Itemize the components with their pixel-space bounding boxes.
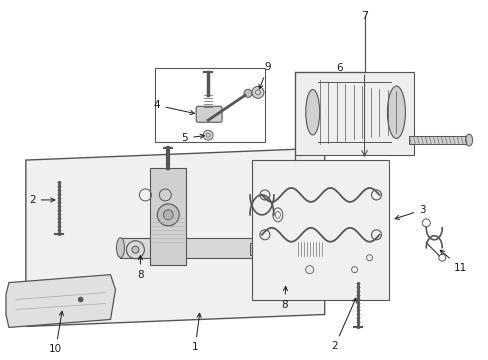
Text: 10: 10 [49, 311, 63, 354]
Bar [249, 243, 314, 255]
Ellipse shape [116, 238, 124, 258]
Ellipse shape [132, 246, 139, 253]
Polygon shape [26, 148, 324, 327]
Text: 1: 1 [191, 313, 201, 352]
Ellipse shape [163, 210, 173, 220]
Ellipse shape [281, 278, 288, 285]
Ellipse shape [78, 297, 83, 302]
Text: 8: 8 [137, 256, 143, 280]
Text: 7: 7 [360, 11, 367, 21]
Ellipse shape [465, 134, 471, 146]
Ellipse shape [251, 86, 264, 98]
Ellipse shape [305, 90, 319, 135]
Text: 3: 3 [394, 205, 425, 219]
Text: 5: 5 [181, 133, 204, 143]
Bar [297, 242, 322, 256]
Ellipse shape [244, 89, 251, 97]
Text: 2: 2 [331, 298, 355, 351]
Bar [155, 68, 264, 142]
Ellipse shape [203, 130, 213, 140]
Text: 4: 4 [153, 100, 194, 114]
Ellipse shape [305, 238, 313, 258]
Ellipse shape [386, 86, 405, 138]
Text: 11: 11 [439, 250, 467, 273]
Polygon shape [6, 275, 115, 328]
Bar [150, 168, 186, 265]
Text: 8: 8 [281, 287, 287, 310]
Bar [294, 72, 413, 155]
Text: 6: 6 [336, 63, 342, 73]
Bar [120, 238, 309, 258]
Ellipse shape [157, 204, 179, 226]
Text: 2: 2 [29, 195, 55, 205]
Polygon shape [251, 160, 388, 300]
Text: 9: 9 [259, 62, 271, 89]
Bar [408, 136, 468, 144]
FancyBboxPatch shape [196, 106, 222, 122]
